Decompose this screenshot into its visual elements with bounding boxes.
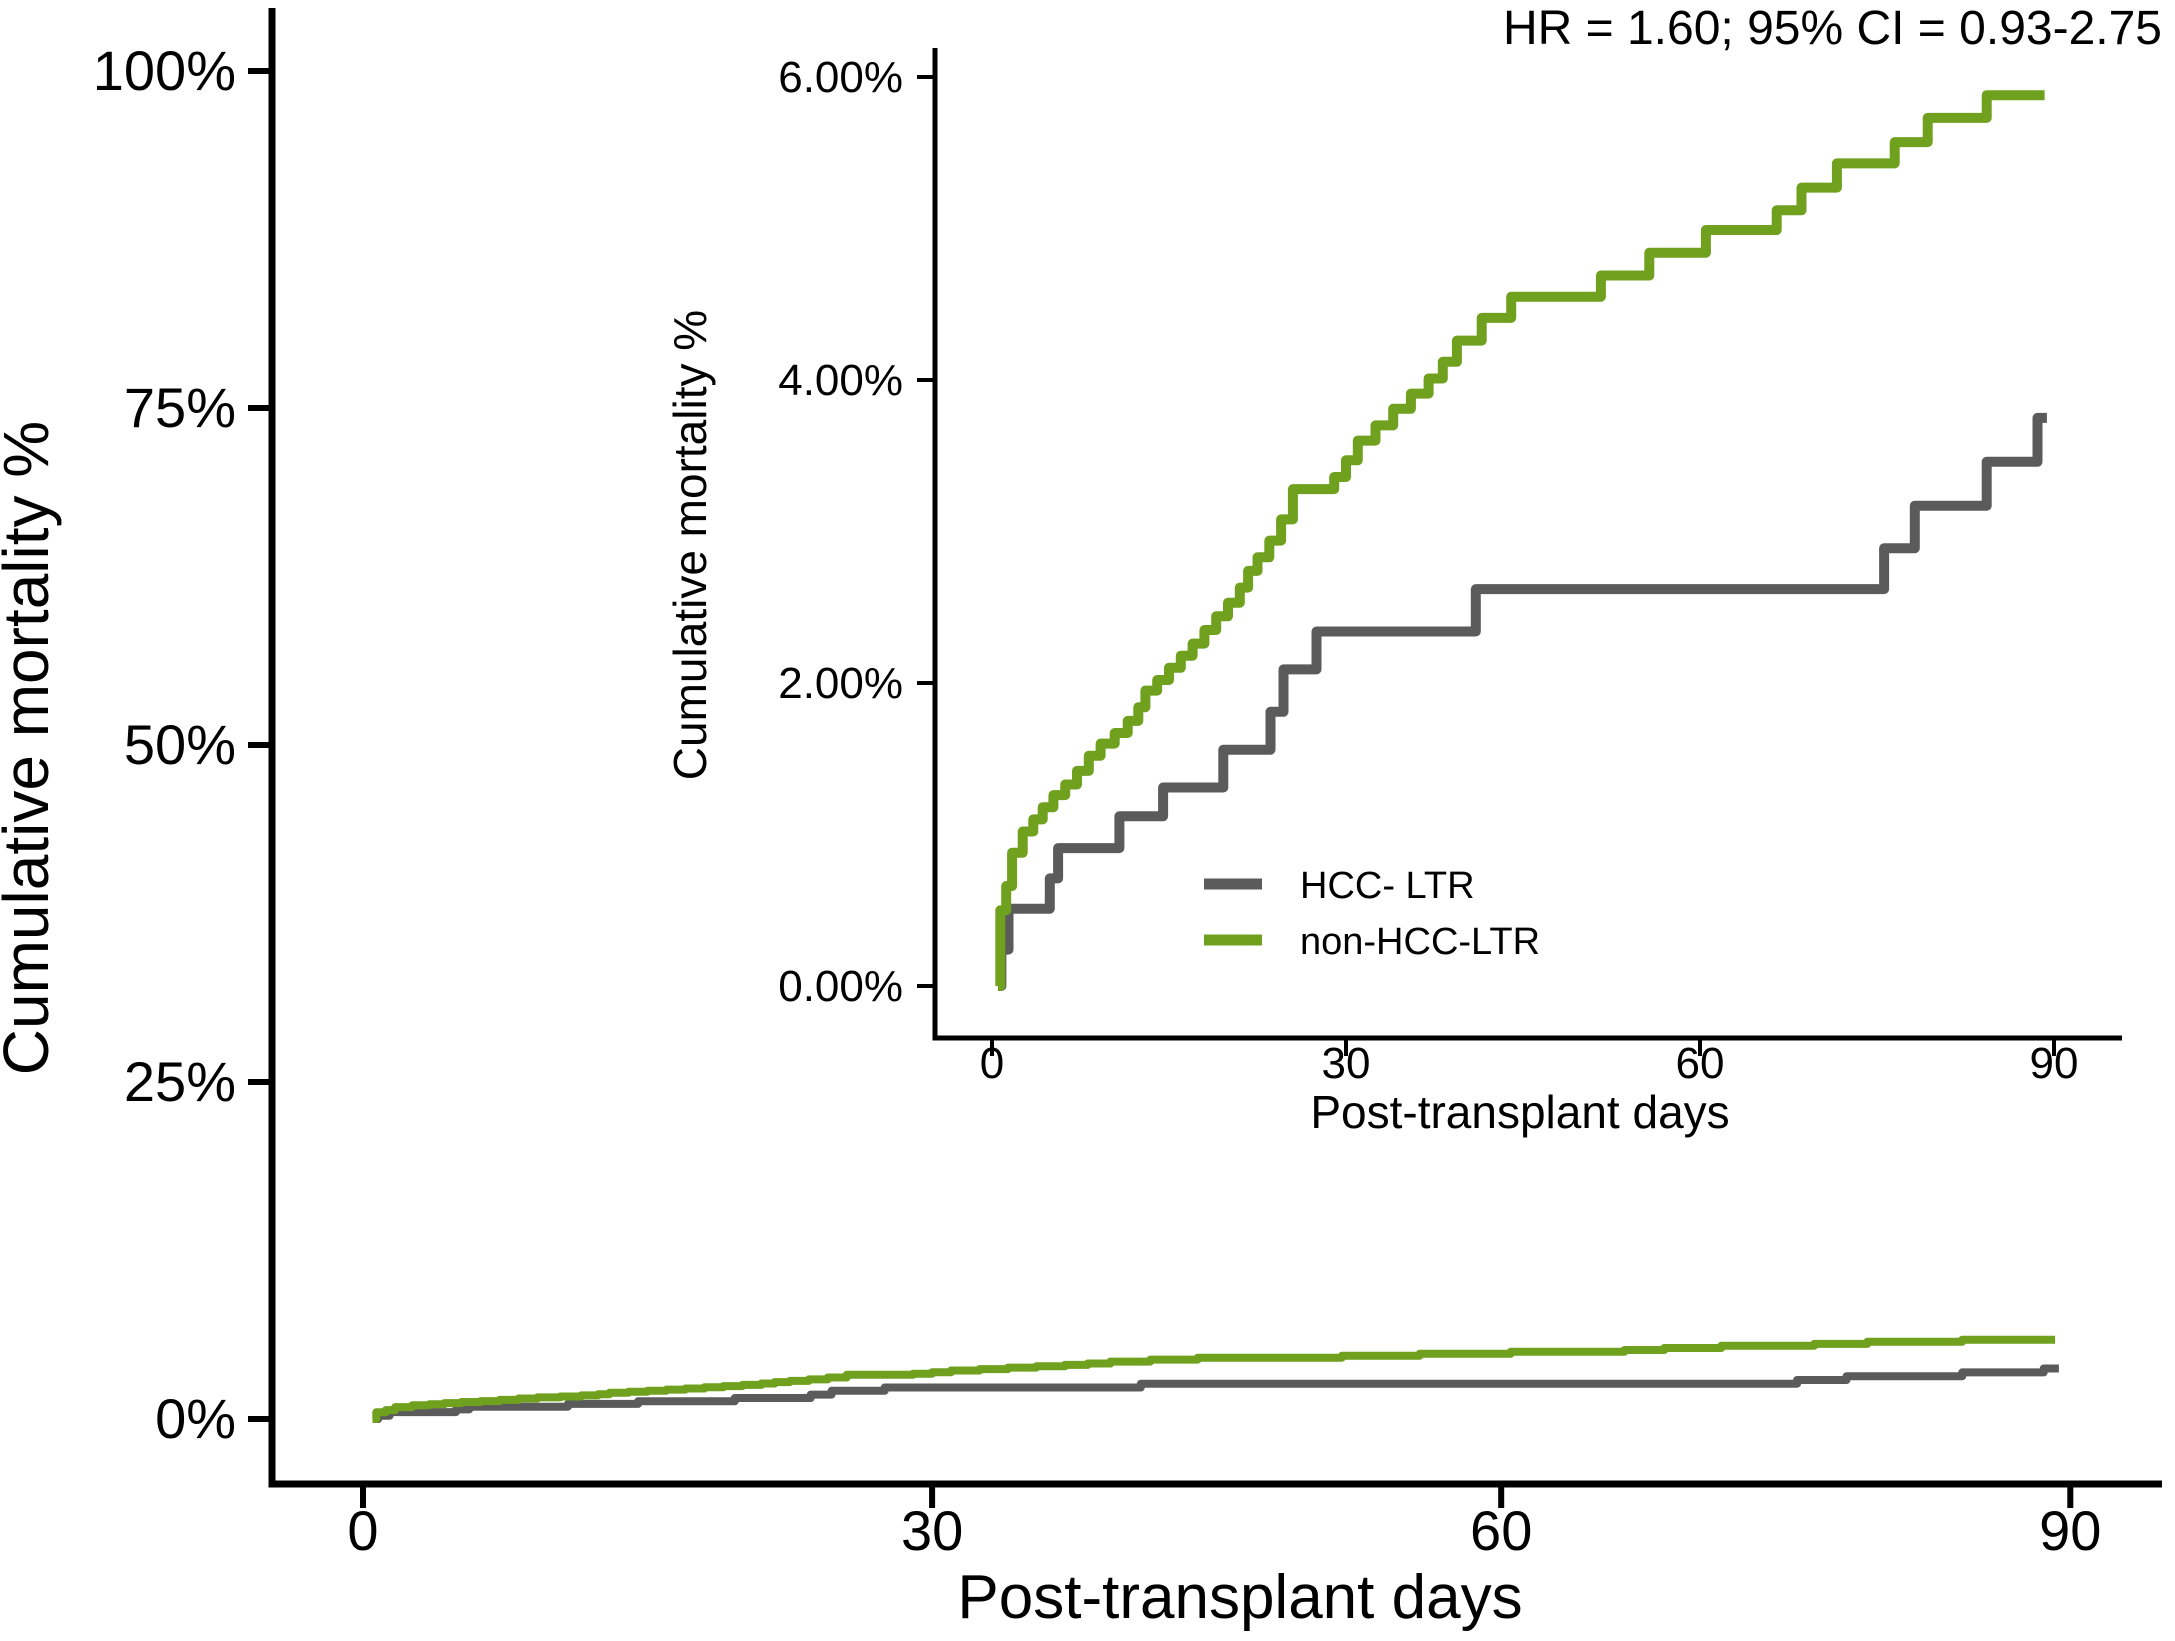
main_chart-y-tick-label: 50% xyxy=(124,713,236,776)
inset_chart-y-axis-title: Cumulative mortality % xyxy=(664,310,716,780)
inset_chart-curve-hcc xyxy=(996,412,2047,991)
main_chart-curve-non_hcc xyxy=(372,1335,2056,1423)
legend-label-hcc: HCC- LTR xyxy=(1300,865,1475,907)
main_chart-y-tick-label: 0% xyxy=(155,1387,236,1450)
inset_chart-x-tick-label: 30 xyxy=(1322,1039,1371,1088)
main_chart-y-axis-title: Cumulative mortality % xyxy=(0,421,62,1075)
main_chart-curve-hcc xyxy=(374,1364,2059,1423)
main_chart-x-tick-label: 90 xyxy=(2039,1499,2101,1562)
inset_chart-x-tick-label: 90 xyxy=(2030,1039,2079,1088)
hr-ci-annotation: HR = 1.60; 95% CI = 0.93-2.75 xyxy=(1503,2,2162,55)
main_chart-y-tick-label: 100% xyxy=(93,39,236,102)
inset_chart-y-tick-label: 2.00% xyxy=(778,659,903,708)
inset_chart-y-tick-label: 4.00% xyxy=(778,356,903,405)
inset_chart-y-tick-label: 6.00% xyxy=(778,53,903,102)
main_chart-y-tick-label: 25% xyxy=(124,1050,236,1113)
inset_chart-x-tick-label: 0 xyxy=(980,1039,1004,1088)
main_chart-x-tick-label: 30 xyxy=(901,1499,963,1562)
main_chart-y-tick-label: 75% xyxy=(124,376,236,439)
inset_chart-curve-non_hcc xyxy=(995,90,2045,991)
legend-label-non_hcc: non-HCC-LTR xyxy=(1300,921,1540,963)
main_chart-x-axis-title: Post-transplant days xyxy=(957,1563,1522,1632)
inset_chart-x-axis-title: Post-transplant days xyxy=(1310,1086,1729,1138)
inset_chart-y-tick-label: 0.00% xyxy=(778,962,903,1011)
inset_chart-x-tick-label: 60 xyxy=(1676,1039,1725,1088)
main_chart-x-tick-label: 60 xyxy=(1470,1499,1532,1562)
main_chart-x-tick-label: 0 xyxy=(347,1499,378,1562)
